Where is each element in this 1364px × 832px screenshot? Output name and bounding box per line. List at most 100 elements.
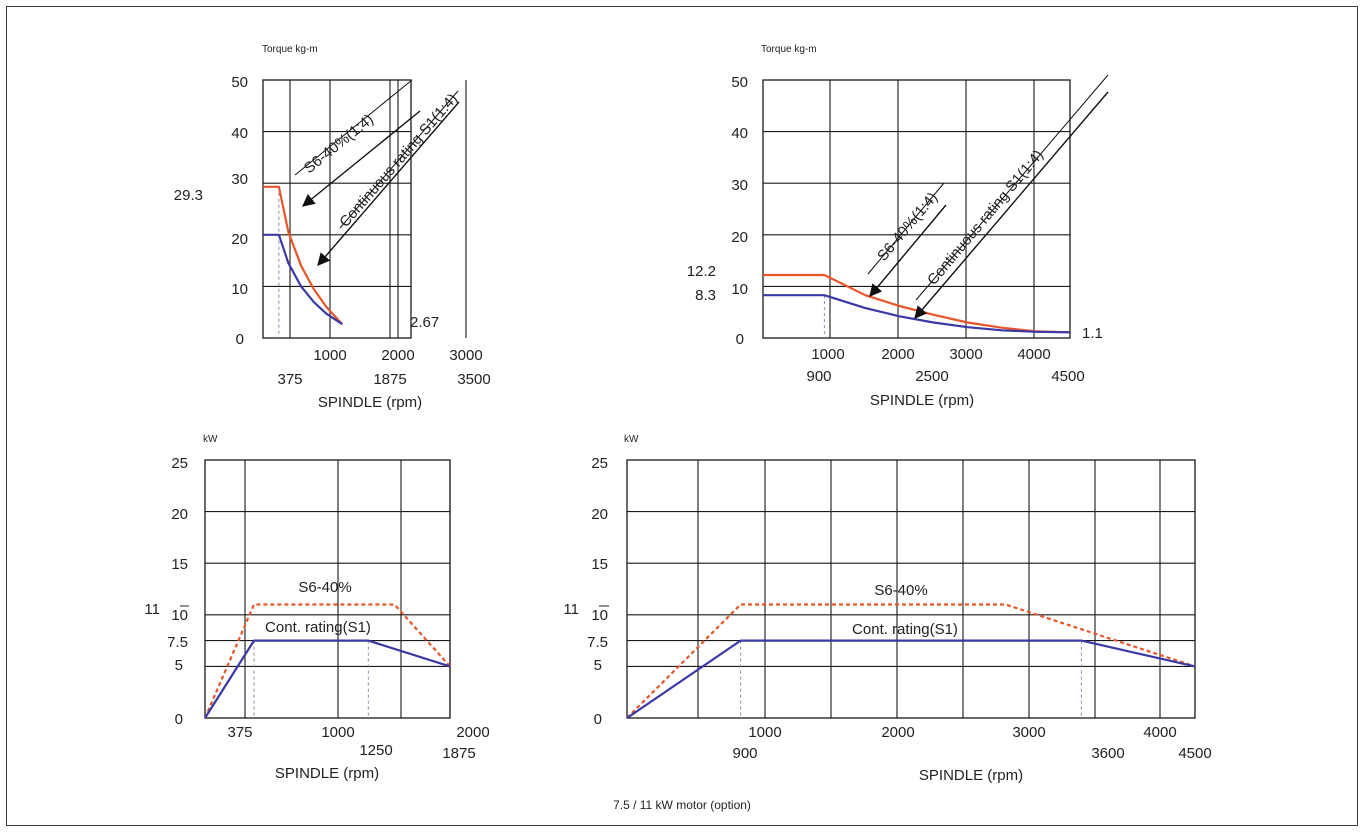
s1-line [763,294,1071,334]
y-axis-unit: Torque kg-m [761,44,817,55]
torque-chart-left: Torque kg-m 0 10 20 30 40 50 29.3 2.67 1… [174,44,491,411]
y-tick-label: 5 [594,657,602,674]
y-tick-labels: 0 10 20 30 40 50 [731,74,748,348]
y-tick-labels: 0 10 20 30 40 50 [231,74,248,348]
y-tick-label: 15 [591,556,608,573]
x-tick-label: 3000 [449,347,482,364]
x-tick-labels: 1000 2000 3000 375 1875 3500 [277,347,490,388]
end-value-label: 2.67 [410,314,439,331]
s6-40-line [263,185,344,325]
torque-chart-right: Torque kg-m 0 10 20 30 40 50 12.2 8.3 1.… [687,44,1109,409]
power-chart-right: kW 0 5 7.5 10 15 20 25 11 1000 2000 3000… [563,434,1211,784]
y-tick-label: 7.5 [167,634,188,651]
x-tick-label: 2000 [381,347,414,364]
x-tick-label: 900 [806,368,831,385]
series-name-label: S6-40%(1:4) [874,189,941,264]
y-tick-label: 50 [231,74,248,91]
y-tick-label: 10 [171,607,188,624]
series-name-label: S6-40% [298,579,351,596]
end-value-label: 1.1 [1082,325,1103,342]
series-lines [763,273,1071,334]
s1-annotation: Continuous rating S1(1:4) [914,74,1109,319]
guide-lines [253,640,369,718]
y-tick-label: 10 [731,281,748,298]
series-name-label: Cont. rating(S1) [265,619,371,636]
x-tick-label: 1000 [748,724,781,741]
y-tick-label: 5 [175,657,183,674]
y-tick-label: 7.5 [587,634,608,651]
extra-y-label: 11 [144,601,160,618]
start-value-label: 12.2 [687,263,716,280]
y-tick-label: 25 [171,455,188,472]
figure-frame [6,6,1358,826]
y-tick-label: 0 [736,331,744,348]
x-axis-title: SPINDLE (rpm) [919,767,1023,784]
y-tick-label: 10 [591,607,608,624]
series-lines [203,603,451,719]
x-axis-title: SPINDLE (rpm) [318,394,422,411]
x-axis-title: SPINDLE (rpm) [870,392,974,409]
x-tick-label: 2000 [456,724,489,741]
y-tick-label: 15 [171,556,188,573]
y-tick-labels: 0 5 7.5 10 15 20 25 [587,455,608,728]
x-tick-label: 1000 [321,724,354,741]
s6-40-line [763,273,1071,334]
y-tick-label: 20 [591,506,608,523]
start-value-label: 8.3 [695,287,716,304]
figure-caption: 7.5 / 11 kW motor (option) [613,798,751,812]
y-axis-unit: kW [203,434,218,445]
s6-annotation: S6-40%(1:4) [294,79,421,207]
x-tick-label: 375 [277,371,302,388]
x-tick-label: 3000 [949,346,982,363]
y-axis-unit: kW [624,434,639,445]
series-lines [263,185,344,326]
series-lines [626,603,1196,719]
grid [626,459,1196,719]
x-tick-label: 375 [227,724,252,741]
s1-line [204,639,451,719]
y-tick-label: 20 [731,229,748,246]
grid [204,459,451,719]
x-tick-label: 1250 [359,742,392,759]
x-tick-label: 900 [732,745,757,762]
x-tick-labels: 1000 2000 3000 4000 900 2500 4500 [806,346,1084,385]
y-tick-label: 30 [731,177,748,194]
extra-y-label: 11 [563,601,579,618]
x-tick-label: 1875 [442,745,475,762]
x-tick-label: 2000 [881,724,914,741]
y-axis-unit: Torque kg-m [262,44,318,55]
x-tick-label: 3000 [1012,724,1045,741]
guide-lines [740,640,1082,718]
x-tick-label: 1875 [373,371,406,388]
series-name-label: S6-40% [874,582,927,599]
x-tick-label: 2500 [915,368,948,385]
y-tick-label: 25 [591,455,608,472]
y-tick-label: 0 [594,711,602,728]
y-tick-label: 0 [236,331,244,348]
start-value-label: 29.3 [174,187,203,204]
series-name-label: Cont. rating(S1) [852,621,958,638]
series-name-label: Continuous rating S1(1:4) [336,90,461,230]
x-tick-label: 3600 [1091,745,1124,762]
series-name-label: Continuous rating S1(1:4) [924,147,1047,289]
x-tick-labels: 375 1000 2000 1250 1875 [227,724,489,762]
y-tick-label: 40 [731,125,748,142]
x-tick-labels: 1000 2000 3000 4000 900 3600 4500 [732,724,1211,762]
x-tick-label: 4500 [1178,745,1211,762]
y-tick-labels: 0 5 7.5 10 15 20 25 [167,455,188,728]
y-tick-label: 50 [731,74,748,91]
x-tick-label: 4500 [1051,368,1084,385]
s6-40-line [626,603,1196,719]
grid [262,79,467,339]
x-tick-label: 3500 [457,371,490,388]
series-name-label: S6-40%(1:4) [301,111,377,177]
x-tick-label: 2000 [881,346,914,363]
y-tick-label: 20 [171,506,188,523]
plot-frame [262,79,412,339]
s1-line [626,639,1196,719]
y-tick-label: 0 [175,711,183,728]
x-axis-title: SPINDLE (rpm) [275,765,379,782]
y-tick-label: 10 [231,281,248,298]
y-tick-label: 30 [231,171,248,188]
